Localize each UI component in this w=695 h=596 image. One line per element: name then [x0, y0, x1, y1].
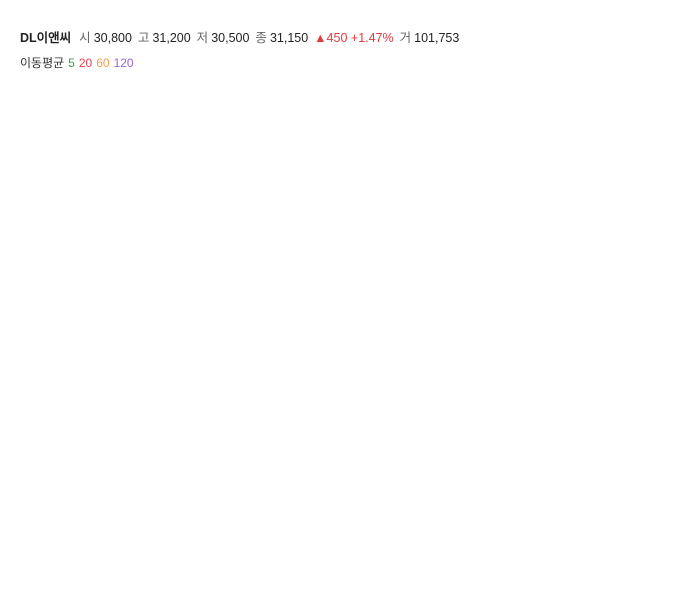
- change-pct: +1.47%: [350, 31, 394, 45]
- vol-key: 거: [399, 31, 412, 45]
- change: ▲450: [314, 31, 348, 45]
- field-key: 시: [79, 31, 91, 45]
- field-value: 31,200: [152, 31, 191, 45]
- legend-entry: 120: [113, 56, 134, 70]
- items: 시 30,800 고 31,200 저 30,500 종 31,150: [79, 31, 314, 45]
- stock-name: DL이앤씨: [20, 31, 72, 45]
- field-key: 저: [196, 31, 209, 45]
- legend-entry: 60: [96, 56, 110, 70]
- ma-title: 이동평균: [20, 56, 65, 70]
- header: DL이앤씨 시 30,800 고 31,200 저 30,500 종 31,150 ▲450 +1…: [20, 27, 459, 46]
- field-value: 31,150: [269, 31, 309, 45]
- legend-entry: 20: [78, 56, 93, 70]
- field-value: 30,500: [211, 31, 250, 45]
- legend-entry: 5: [68, 56, 75, 70]
- ma-legend: 이동평균 5 20 60 120: [20, 54, 134, 71]
- vol-value: 101,753: [414, 31, 460, 45]
- field-key: 고: [137, 31, 150, 45]
- field-key: 종: [255, 31, 267, 45]
- field-value: 30,800: [93, 31, 132, 45]
